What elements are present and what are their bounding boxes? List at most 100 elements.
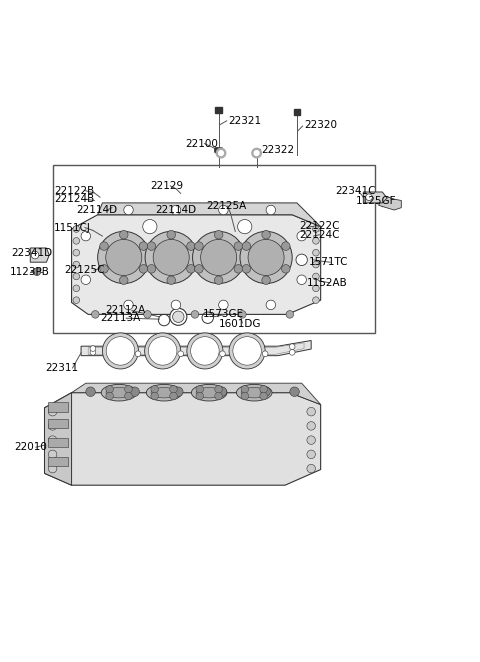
Text: 22114D: 22114D bbox=[76, 205, 118, 216]
Circle shape bbox=[145, 231, 197, 283]
Text: 22341C: 22341C bbox=[335, 186, 375, 196]
Circle shape bbox=[195, 265, 203, 273]
Circle shape bbox=[171, 300, 180, 310]
Text: 22124C: 22124C bbox=[300, 230, 340, 240]
Circle shape bbox=[215, 385, 222, 393]
Polygon shape bbox=[45, 393, 72, 485]
Circle shape bbox=[81, 275, 91, 285]
Circle shape bbox=[282, 265, 290, 273]
Bar bbox=[48, 457, 68, 466]
Circle shape bbox=[48, 422, 57, 430]
Text: 1152AB: 1152AB bbox=[306, 277, 347, 287]
Circle shape bbox=[248, 240, 284, 275]
Circle shape bbox=[124, 205, 133, 214]
Ellipse shape bbox=[106, 387, 132, 398]
Ellipse shape bbox=[146, 385, 182, 401]
Text: 22010: 22010 bbox=[14, 442, 48, 452]
Text: 22100: 22100 bbox=[185, 138, 218, 148]
Circle shape bbox=[135, 351, 141, 357]
Circle shape bbox=[139, 265, 148, 273]
Circle shape bbox=[215, 230, 223, 239]
Circle shape bbox=[215, 276, 223, 285]
Text: 22320: 22320 bbox=[304, 120, 337, 130]
Bar bbox=[48, 419, 68, 428]
Bar bbox=[216, 107, 222, 113]
Polygon shape bbox=[81, 340, 311, 355]
Circle shape bbox=[290, 387, 300, 397]
Text: 1151CJ: 1151CJ bbox=[54, 222, 91, 232]
Circle shape bbox=[106, 240, 142, 275]
Circle shape bbox=[125, 385, 132, 393]
Circle shape bbox=[143, 220, 157, 234]
Text: 1125GF: 1125GF bbox=[356, 195, 397, 205]
Circle shape bbox=[139, 242, 148, 250]
Circle shape bbox=[170, 393, 177, 400]
Circle shape bbox=[254, 151, 259, 156]
Circle shape bbox=[195, 242, 203, 250]
FancyBboxPatch shape bbox=[215, 148, 222, 153]
Bar bbox=[48, 438, 68, 448]
Circle shape bbox=[242, 265, 251, 273]
Text: 1601DG: 1601DG bbox=[219, 319, 261, 329]
Circle shape bbox=[266, 205, 276, 214]
Circle shape bbox=[92, 310, 99, 318]
Circle shape bbox=[201, 240, 237, 275]
Circle shape bbox=[120, 276, 128, 285]
Bar bbox=[48, 402, 68, 412]
Circle shape bbox=[191, 337, 219, 365]
Circle shape bbox=[191, 310, 199, 318]
Circle shape bbox=[151, 385, 158, 393]
Circle shape bbox=[144, 310, 151, 318]
Circle shape bbox=[170, 385, 177, 393]
Text: 22122C: 22122C bbox=[300, 220, 340, 230]
Circle shape bbox=[262, 230, 270, 239]
Circle shape bbox=[219, 151, 223, 156]
Text: 1573GE: 1573GE bbox=[203, 309, 244, 319]
Ellipse shape bbox=[241, 387, 267, 398]
Circle shape bbox=[196, 393, 204, 400]
Circle shape bbox=[148, 337, 177, 365]
Circle shape bbox=[73, 238, 80, 244]
Circle shape bbox=[73, 250, 80, 256]
Circle shape bbox=[289, 344, 295, 350]
Circle shape bbox=[262, 351, 268, 357]
Text: 22129: 22129 bbox=[150, 181, 183, 191]
Bar bbox=[53, 165, 375, 334]
Circle shape bbox=[130, 387, 139, 397]
Circle shape bbox=[289, 350, 295, 355]
Circle shape bbox=[312, 261, 319, 268]
Circle shape bbox=[261, 387, 270, 397]
Circle shape bbox=[234, 265, 243, 273]
Polygon shape bbox=[30, 248, 49, 262]
Circle shape bbox=[187, 242, 195, 250]
Circle shape bbox=[187, 333, 223, 369]
Circle shape bbox=[233, 337, 261, 365]
Circle shape bbox=[153, 240, 189, 275]
Circle shape bbox=[307, 422, 315, 430]
Circle shape bbox=[151, 393, 158, 400]
Circle shape bbox=[286, 310, 294, 318]
Circle shape bbox=[219, 351, 225, 357]
Circle shape bbox=[307, 450, 315, 459]
Circle shape bbox=[106, 337, 135, 365]
Ellipse shape bbox=[192, 385, 227, 401]
Ellipse shape bbox=[151, 387, 177, 398]
Circle shape bbox=[106, 393, 113, 400]
Circle shape bbox=[144, 333, 180, 369]
Circle shape bbox=[167, 230, 176, 239]
Circle shape bbox=[167, 276, 176, 285]
Text: 1571TC: 1571TC bbox=[309, 258, 348, 267]
Circle shape bbox=[312, 297, 319, 303]
Circle shape bbox=[219, 300, 228, 310]
Circle shape bbox=[120, 230, 128, 239]
Circle shape bbox=[297, 275, 306, 285]
Circle shape bbox=[73, 261, 80, 268]
Circle shape bbox=[266, 300, 276, 310]
Circle shape bbox=[260, 385, 267, 393]
Circle shape bbox=[102, 333, 138, 369]
Circle shape bbox=[216, 148, 226, 158]
Circle shape bbox=[125, 393, 132, 400]
Circle shape bbox=[124, 300, 133, 310]
Circle shape bbox=[307, 464, 315, 473]
Text: 22124B: 22124B bbox=[54, 194, 94, 204]
